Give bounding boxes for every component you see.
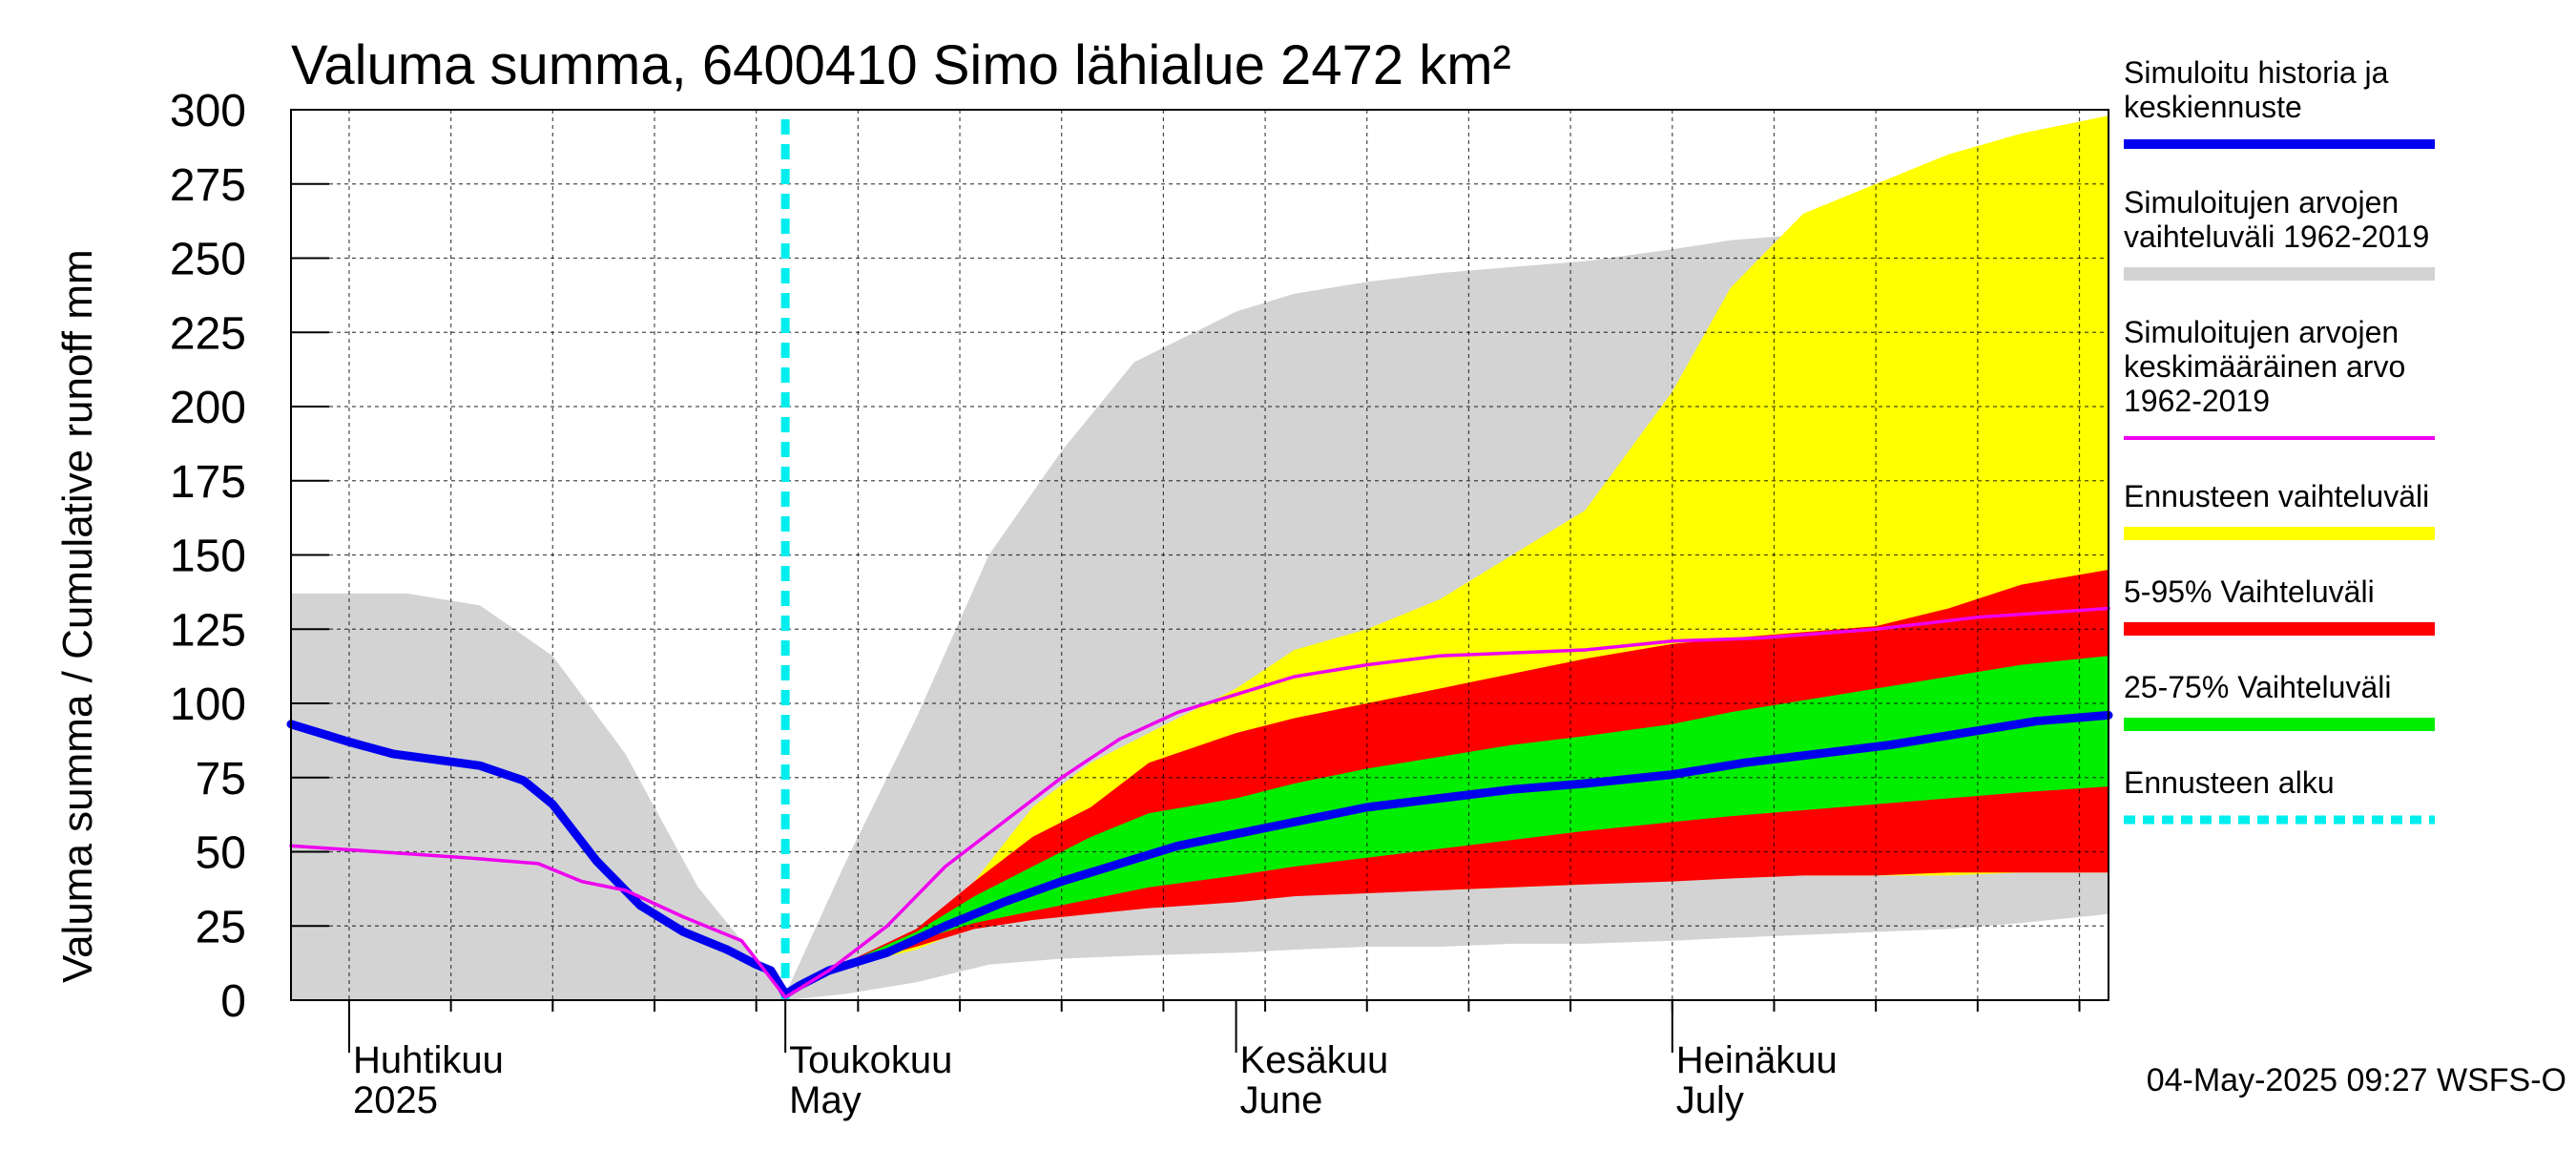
y-tick-label: 275 — [170, 160, 246, 211]
y-tick-label: 200 — [170, 383, 246, 433]
lines-layer — [286, 119, 2113, 1000]
legend-label: vaihteluväli 1962-2019 — [2124, 220, 2429, 254]
legend-label: 5-95% Vaihteluväli — [2124, 575, 2375, 609]
x-month-label: Heinäkuu — [1676, 1039, 1838, 1081]
y-tick-label: 300 — [170, 86, 246, 136]
y-tick-label: 175 — [170, 457, 246, 508]
x-month-sublabel: July — [1676, 1079, 1744, 1121]
x-month-sublabel: May — [789, 1079, 862, 1121]
x-month-sublabel: 2025 — [353, 1079, 438, 1121]
legend-label: keskimääräinen arvo — [2124, 349, 2405, 384]
x-month-label: Toukokuu — [789, 1039, 952, 1081]
simulated-history-line — [286, 710, 2113, 999]
mean-1962-2019-line — [289, 606, 2110, 999]
legend-label: Simuloitujen arvojen — [2124, 315, 2399, 349]
chart-title: Valuma summa, 6400410 Simo lähialue 2472… — [291, 34, 1511, 96]
legend-item: 5-95% Vaihteluväli — [2124, 575, 2435, 636]
y-tick-label: 50 — [196, 828, 246, 879]
legend-label: Simuloitujen arvojen — [2124, 185, 2399, 220]
legend-item: Ennusteen alku — [2124, 765, 2435, 825]
legend: Simuloitu historia jakeskiennusteSimuloi… — [2124, 55, 2435, 825]
x-month-label: Kesäkuu — [1240, 1039, 1389, 1081]
y-tick-label: 150 — [170, 532, 246, 582]
timestamp-label: 04-May-2025 09:27 WSFS-O — [2147, 1062, 2566, 1098]
legend-label: Ennusteen alku — [2124, 765, 2335, 800]
legend-label: 25-75% Vaihteluväli — [2124, 670, 2391, 704]
y-tick-label: 225 — [170, 308, 246, 359]
y-tick-label: 25 — [196, 902, 246, 952]
y-tick-label: 75 — [196, 754, 246, 805]
axes-layer: 0 25 50 75 100 125 150 175 200 225 250 275 300 Huhtik… — [170, 86, 2109, 1121]
y-tick-label: 100 — [170, 680, 246, 730]
y-tick-label: 125 — [170, 605, 246, 656]
y-tick-label: 250 — [170, 235, 246, 285]
y-tick-label: 0 — [220, 976, 246, 1027]
x-month-label: Huhtikuu — [353, 1039, 504, 1081]
legend-label: 1962-2019 — [2124, 384, 2270, 418]
legend-item: Ennusteen vaihteluväli — [2124, 479, 2435, 540]
y-axis-label: Valuma summa / Cumulative runoff mm — [54, 249, 101, 983]
legend-label: Ennusteen vaihteluväli — [2124, 479, 2429, 513]
legend-label: Simuloitu historia ja — [2124, 55, 2389, 90]
grid-layer — [291, 110, 2109, 1000]
legend-label: keskiennuste — [2124, 90, 2302, 124]
x-month-sublabel: June — [1240, 1079, 1323, 1121]
legend-item: 25-75% Vaihteluväli — [2124, 670, 2435, 731]
